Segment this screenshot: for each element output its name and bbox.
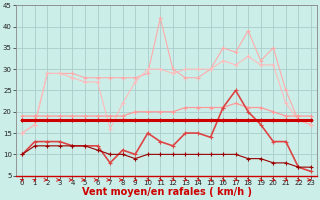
X-axis label: Vent moyen/en rafales ( km/h ): Vent moyen/en rafales ( km/h ) [82, 187, 252, 197]
